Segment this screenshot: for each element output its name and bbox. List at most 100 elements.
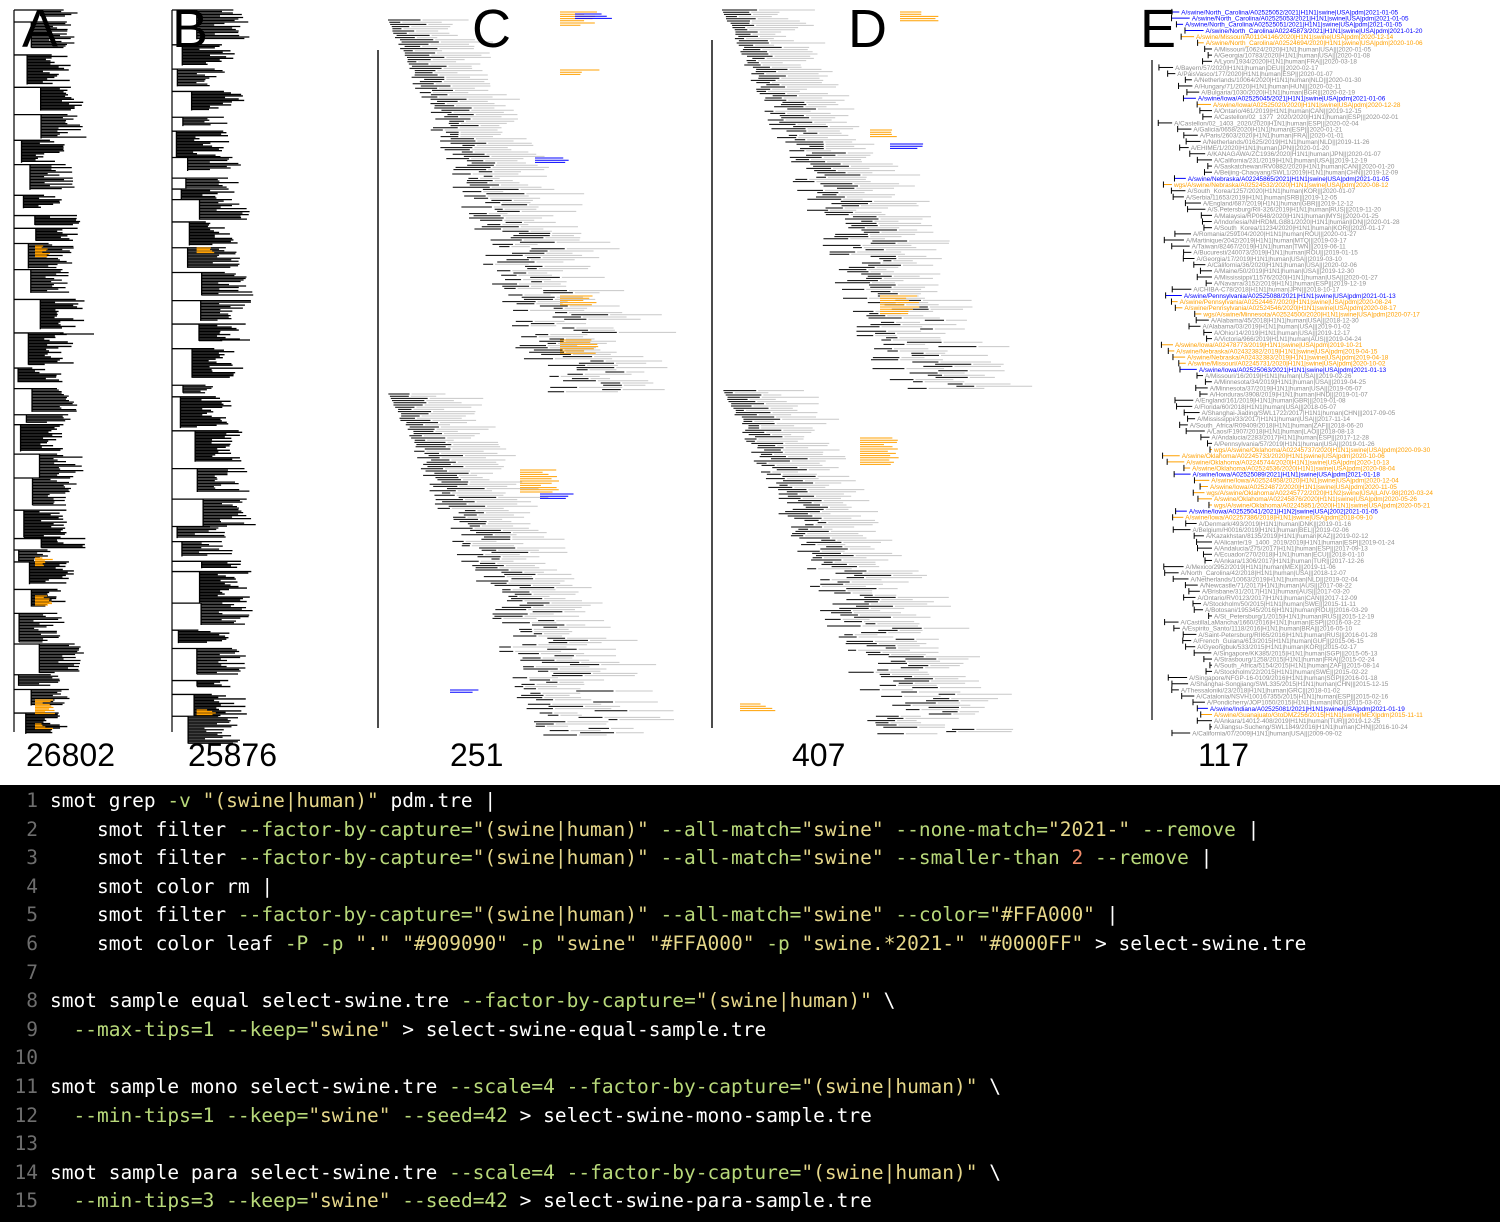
- code-token: [1083, 846, 1095, 869]
- tip-label: A/Bayern/57/2020|H1N1|human|DEU|||2020-0…: [1175, 65, 1319, 72]
- code-token: "(swine|human)": [695, 989, 872, 1013]
- code-token: "swine": [308, 1103, 391, 1127]
- tip-label: A/PaisVasco/177/2020|H1N1|human|ESP|||20…: [1177, 71, 1333, 78]
- code-token: |: [1235, 817, 1260, 841]
- code-token: "swine": [801, 817, 884, 841]
- code-text: smot filter --factor-by-capture="(swine|…: [50, 900, 1118, 929]
- swine-clade: [560, 69, 600, 75]
- tip-label: A/swine/Iowa/A02525089/2021|H1N1|swine|U…: [1193, 472, 1381, 479]
- tip-label: A/Saint-Petersburg/RII65/2016|H1N1|human…: [1198, 632, 1378, 639]
- code-editor: 1 smot grep -v "(swine|human)" pdm.tre | 2…: [0, 785, 1500, 1222]
- tip-label: A/Andalucia/275/2017|H1N1|human|ESP|||20…: [1214, 546, 1368, 553]
- code-token: [755, 932, 767, 955]
- tip-count-c: 251: [450, 737, 504, 773]
- panel-label-b: B: [172, 0, 209, 59]
- code-token: "(swine|human)": [801, 1160, 978, 1184]
- tip-label: A/Victoria/966/2019|H1N1|human|AUS|||201…: [1214, 336, 1362, 343]
- tip-label: A/California/36/2020|H1N1|human|USA|||20…: [1207, 262, 1357, 269]
- code-token: [50, 1104, 73, 1127]
- code-token: 2: [1071, 846, 1084, 870]
- code-token: --seed=42: [402, 1189, 508, 1213]
- tip-label: A/Navarra/3152/2019|H1N1|human|ESP|||201…: [1214, 281, 1367, 288]
- code-token: [790, 932, 802, 955]
- code-token: smot sample equal select-swine.tre: [50, 989, 461, 1013]
- code-token: [214, 1018, 226, 1041]
- tip-label: A/Kazakhstan/8135/2019|H1N1|human|KAZ|||…: [1206, 533, 1369, 540]
- code-token: [391, 1189, 403, 1212]
- code-token: -P: [284, 932, 309, 955]
- tip-label: A/England/161/2019|H1N1|human|GBR|||2019…: [1195, 398, 1346, 405]
- tip-label: A/swine/Iowa/A02525063/2021|H1N1|swine|U…: [1199, 367, 1387, 374]
- code-token: smot grep: [50, 789, 168, 812]
- swine-clade: [870, 129, 897, 138]
- tip-label: A/Jiangsu-Sucheng/SWL1849/2016|H1N1|huma…: [1214, 724, 1408, 731]
- tip-label: A/Romania/259104/2020|H1N1|human|ROU|||2…: [1193, 231, 1357, 238]
- code-line: 12 --min-tips=1 --keep="swine" --seed=42…: [0, 1101, 1500, 1130]
- tip-label: A/Mexico/2952/2019|H1N1|human|MEX|||2019…: [1186, 564, 1337, 571]
- code-token: --keep=: [226, 1189, 309, 1213]
- tip-label: A/Denmark/493/2019|H1N1|human|DNK|||2019…: [1199, 521, 1352, 528]
- tip-label: A/swine/North_Carolina/A02524694/2020|H1…: [1206, 40, 1423, 47]
- code-text: smot sample equal select-swine.tre --fac…: [50, 986, 895, 1015]
- code-token: "(swine|human)": [202, 789, 379, 812]
- tip-label: A/St_Petersburg/1/2015|H1N1|human|RUS|||…: [1214, 613, 1375, 620]
- tip-label: A/Netherlands/10063/2019|H1N1|human|NLD|…: [1190, 576, 1358, 583]
- tip-label: A/Hungary/71/2020|H1N1|human|HUN|||2020-…: [1194, 83, 1341, 90]
- tip-label: A/KANAGAWA/ZC1936/2020|H1N1|human|JPN|||…: [1207, 151, 1381, 158]
- code-token: [555, 1161, 567, 1184]
- code-line: 4 smot color rm |: [0, 872, 1500, 901]
- code-token: [555, 1075, 567, 1098]
- tip-label: A/Galicia/0658/2020|H1N1|human|ESP|||202…: [1193, 126, 1342, 133]
- code-token: --min-tips=3: [73, 1189, 215, 1213]
- tip-label: A/Ontario/RV0123/2017|H1N1|human|CAN|||2…: [1197, 595, 1357, 602]
- code-token: --factor-by-capture=: [237, 817, 473, 841]
- tip-label: wgs/A/swine/Oklahoma/A02245772/2020|H1N2…: [1206, 490, 1434, 497]
- panel-label-c: C: [472, 0, 511, 59]
- code-token: -p: [519, 932, 544, 955]
- tip-label: A/Newcastle/71/2017|H1N1|human|AUS|||201…: [1200, 583, 1353, 590]
- line-number: 11: [14, 1075, 38, 1098]
- code-token: "swine.*2021-": [801, 932, 966, 955]
- code-token: "#0000FF": [977, 932, 1084, 955]
- tip-label: A/Missouri/16/2019|H1N1|human|USA|||2019…: [1205, 373, 1352, 380]
- tip-label: A/Gyeongbuk/533/2015|H1N1|human|KOR|||20…: [1197, 644, 1357, 651]
- tip-label: A/Pennsylvania/57/2019|H1N1|human|USA|||…: [1214, 441, 1375, 448]
- tip-label: wgs/A/swine/Oklahoma/A02245737/2020|H1N1…: [1213, 447, 1431, 454]
- line-number: 9: [26, 1017, 38, 1041]
- code-text: smot sample para select-swine.tre --scal…: [50, 1158, 1001, 1187]
- tip-label: A/swine/Oklahoma/A02245744/2020|H1N1|swi…: [1186, 459, 1389, 466]
- swine-clade: [196, 709, 216, 716]
- tip-label: A/Alabama/03/2019|H1N1|human|USA|||2019-…: [1202, 324, 1350, 331]
- tip-label: A/Saskatchewan/RV0882/2020|H1N1|human|CA…: [1214, 163, 1395, 170]
- tip-label: A/Andalucia/2283/2017|H1N1|human|ESP|||2…: [1212, 435, 1370, 442]
- swine-clade: [35, 723, 53, 730]
- code-token: smot sample para select-swine.tre: [50, 1160, 450, 1184]
- line-number: 8: [26, 989, 38, 1013]
- tip-label: A/EHIME/1/2020|H1N1|human|JPN|||2020-01-…: [1191, 145, 1330, 152]
- swine-clade: [560, 295, 597, 306]
- tip-label: A/Lyon/1934/2020|H1N1|human|FRA|||2020-0…: [1214, 59, 1357, 66]
- tip-label: A/swine/Iowa/A02257386/2018|H1N1|swine|U…: [1185, 515, 1373, 522]
- tip-label: A/California/07/2009|H1N1|human|USA|||20…: [1192, 730, 1342, 737]
- line-number: 12: [14, 1103, 38, 1127]
- swine-clade: [450, 689, 479, 693]
- code-token: smot filter: [50, 903, 238, 927]
- tip-label: A/swine/Oklahoma/A02245876/2020|H1N1|swi…: [1214, 496, 1417, 503]
- code-line: 10: [0, 1043, 1500, 1072]
- code-token: pdm.tre |: [378, 789, 497, 812]
- swine-clade: [740, 703, 776, 712]
- tip-label: A/Laos/F1907/2018|H1N1|human|LAO|||2018-…: [1207, 428, 1355, 435]
- code-token: |: [1188, 846, 1213, 870]
- tip-count-a: 26802: [26, 737, 115, 773]
- tip-label: A/Ohio/14/2019|H1N1|human|USA|||2019-12-…: [1214, 330, 1351, 337]
- code-token: [391, 1104, 403, 1127]
- code-token: --keep=: [226, 1017, 309, 1041]
- code-text: --min-tips=1 --keep="swine" --seed=42 > …: [50, 1101, 871, 1130]
- code-token: [214, 1189, 226, 1212]
- code-text: smot sample mono select-swine.tre --scal…: [50, 1072, 1001, 1101]
- tree-d: [711, 9, 1033, 735]
- code-token: [508, 932, 520, 955]
- tree-branch: [1157, 8, 1211, 737]
- code-token: > select-swine.tre: [1083, 932, 1307, 955]
- code-token: [649, 903, 661, 926]
